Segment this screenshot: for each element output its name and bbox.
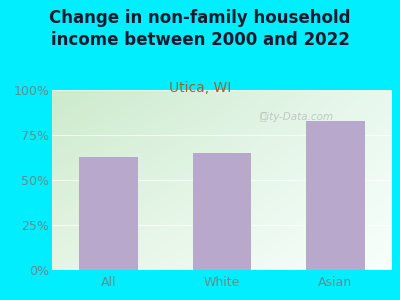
Text: ⓘ: ⓘ: [260, 112, 266, 122]
Text: Utica, WI: Utica, WI: [169, 81, 231, 95]
Bar: [79, 157, 138, 270]
Bar: [192, 153, 252, 270]
Text: Change in non-family household
income between 2000 and 2022: Change in non-family household income be…: [49, 9, 351, 49]
Bar: [306, 121, 365, 270]
Text: City-Data.com: City-Data.com: [260, 112, 334, 122]
